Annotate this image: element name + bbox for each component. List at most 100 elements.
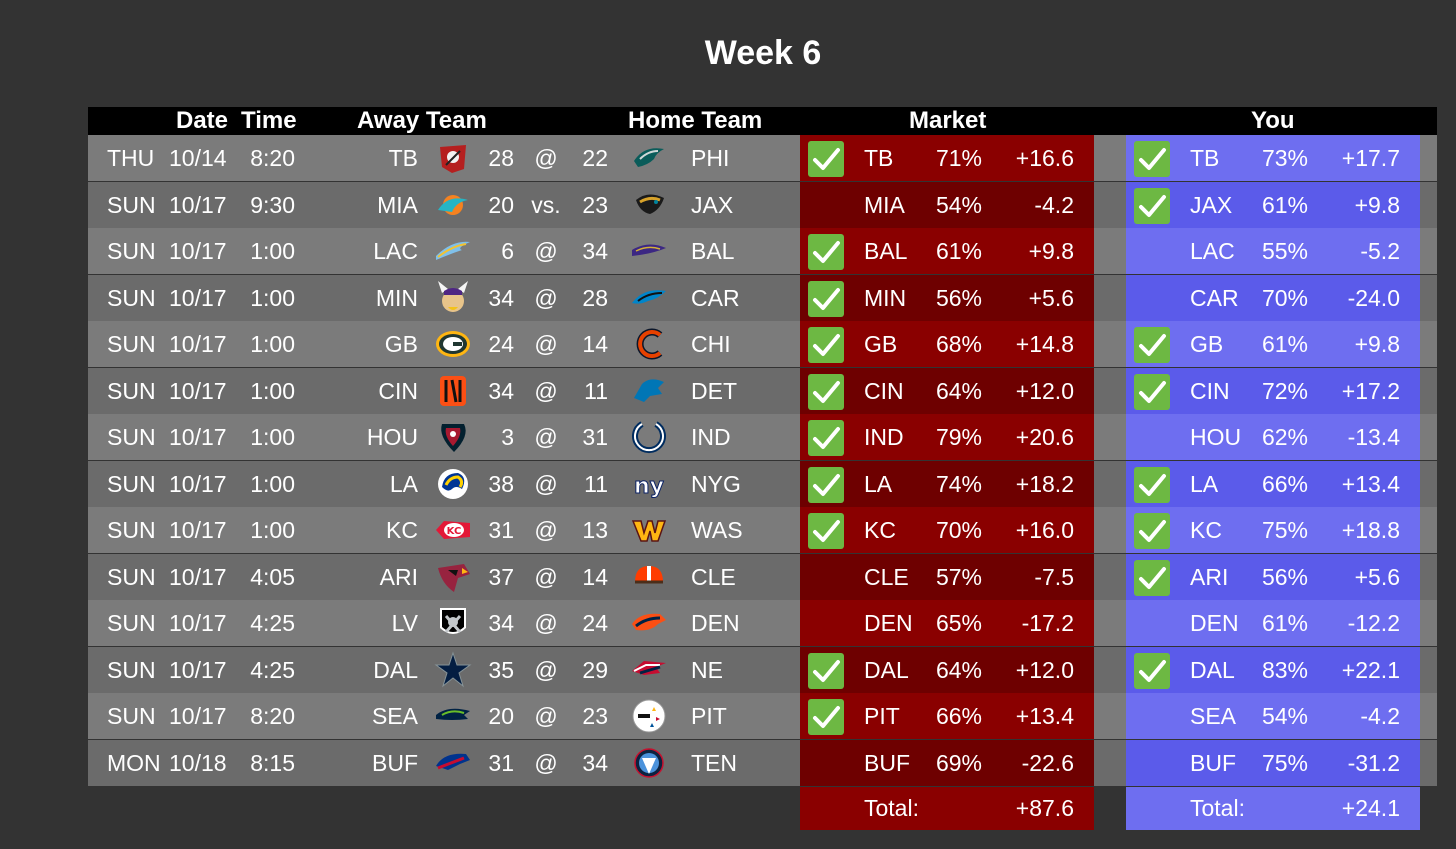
- vikings-icon: [434, 279, 472, 317]
- home-team-abbr: JAX: [691, 192, 734, 218]
- you-pick-team: CIN: [1190, 378, 1230, 404]
- you-pick-cell: TB 73% +17.7: [1126, 135, 1420, 181]
- market-pick-cell: IND 79% +20.6: [800, 414, 1094, 460]
- you-total-value: +24.1: [1341, 795, 1400, 821]
- you-pick-cell: DEN 61% -12.2: [1126, 600, 1420, 646]
- away-score: 31: [488, 750, 514, 776]
- you-pick-value: -31.2: [1347, 750, 1400, 776]
- game-time: 9:30: [250, 192, 295, 218]
- checkmark-icon: [1134, 327, 1170, 363]
- you-pick-cell: JAX 61% +9.8: [1126, 182, 1420, 228]
- home-score: 22: [582, 145, 608, 171]
- market-pick-team: BAL: [864, 238, 908, 264]
- checkmark-icon: [1134, 560, 1170, 596]
- you-pick-cell: HOU 62% -13.4: [1126, 414, 1420, 460]
- away-team-abbr: LV: [391, 610, 418, 636]
- game-time: 1:00: [250, 424, 295, 450]
- home-team-abbr: NE: [691, 657, 723, 683]
- game-date: 10/17: [169, 610, 227, 636]
- home-score: 14: [582, 564, 608, 590]
- market-pick-cell: CLE 57% -7.5: [800, 554, 1094, 600]
- header-you: You: [1251, 107, 1295, 134]
- you-pick-pct: 70%: [1261, 285, 1308, 311]
- game-separator: @: [534, 285, 558, 311]
- home-team-abbr: PHI: [691, 145, 730, 171]
- you-pick-value: -12.2: [1347, 610, 1400, 636]
- you-pick-cell: ARI 56% +5.6: [1126, 554, 1420, 600]
- you-total-row: Total: +24.1: [1126, 787, 1420, 830]
- giants-icon: ny: [630, 465, 668, 503]
- market-pick-cell: DAL 64% +12.0: [800, 647, 1094, 693]
- market-pick-value: -17.2: [1021, 610, 1074, 636]
- you-pick-pct: 66%: [1261, 471, 1308, 497]
- market-total-value: +87.6: [1015, 795, 1074, 821]
- game-date: 10/17: [169, 517, 227, 543]
- you-pick-value: +17.7: [1341, 145, 1400, 171]
- seahawks-icon: [434, 697, 472, 735]
- away-team-abbr: MIA: [377, 192, 418, 218]
- you-pick-pct: 72%: [1261, 378, 1308, 404]
- game-date: 10/17: [169, 564, 227, 590]
- checkmark-icon: [808, 420, 844, 456]
- game-date: 10/17: [169, 238, 227, 264]
- you-pick-cell: BUF 75% -31.2: [1126, 740, 1420, 786]
- home-score: 31: [582, 424, 608, 450]
- home-score: 23: [582, 192, 608, 218]
- market-pick-cell: LA 74% +18.2: [800, 461, 1094, 507]
- you-pick-value: +17.2: [1341, 378, 1400, 404]
- game-day: SUN: [107, 424, 156, 450]
- svg-text:KC: KC: [447, 526, 462, 537]
- checkmark-icon: [1134, 653, 1170, 689]
- you-pick-team: JAX: [1190, 192, 1233, 218]
- you-pick-value: +18.8: [1341, 517, 1400, 543]
- market-pick-pct: 70%: [935, 517, 982, 543]
- game-separator: @: [534, 564, 558, 590]
- game-day: MON: [107, 750, 161, 776]
- market-pick-pct: 74%: [935, 471, 982, 497]
- game-time: 1:00: [250, 331, 295, 357]
- away-team-abbr: CIN: [378, 378, 418, 404]
- header-date: Date: [176, 107, 229, 134]
- market-pick-cell: PIT 66% +13.4: [800, 693, 1094, 739]
- you-pick-pct: 61%: [1261, 610, 1308, 636]
- checkmark-icon: [808, 653, 844, 689]
- market-pick-cell: DEN 65% -17.2: [800, 600, 1094, 646]
- you-pick-value: +9.8: [1354, 192, 1400, 218]
- you-pick-cell: LAC 55% -5.2: [1126, 228, 1420, 274]
- you-pick-value: +22.1: [1341, 657, 1400, 683]
- bills-icon: [434, 744, 472, 782]
- ravens-icon: [630, 232, 668, 270]
- game-time: 1:00: [250, 471, 295, 497]
- you-pick-cell: SEA 54% -4.2: [1126, 693, 1420, 739]
- home-score: 14: [582, 331, 608, 357]
- away-team-abbr: TB: [388, 145, 418, 171]
- away-team-abbr: MIN: [375, 285, 418, 311]
- you-pick-team: BUF: [1190, 750, 1236, 776]
- you-pick-pct: 54%: [1261, 703, 1308, 729]
- game-date: 10/17: [169, 192, 227, 218]
- game-day: SUN: [107, 471, 156, 497]
- game-time: 4:25: [250, 610, 295, 636]
- lions-icon: [630, 372, 668, 410]
- you-pick-cell: CAR 70% -24.0: [1126, 275, 1420, 321]
- home-score: 23: [582, 703, 608, 729]
- you-pick-team: SEA: [1190, 703, 1237, 729]
- home-score: 29: [582, 657, 608, 683]
- home-score: 24: [582, 610, 608, 636]
- away-score: 31: [488, 517, 514, 543]
- you-pick-cell: CIN 72% +17.2: [1126, 368, 1420, 414]
- you-pick-pct: 83%: [1261, 657, 1308, 683]
- eagles-icon: [630, 139, 668, 177]
- home-team-abbr: IND: [691, 424, 731, 450]
- away-score: 34: [488, 285, 514, 311]
- game-date: 10/17: [169, 657, 227, 683]
- game-day: THU: [107, 145, 155, 171]
- game-day: SUN: [107, 285, 156, 311]
- away-team-abbr: LA: [389, 471, 418, 497]
- you-pick-cell: LA 66% +13.4: [1126, 461, 1420, 507]
- home-score: 13: [582, 517, 608, 543]
- game-date: 10/17: [169, 471, 227, 497]
- chargers-icon: [434, 232, 472, 270]
- away-score: 24: [488, 331, 514, 357]
- steelers-icon: [630, 697, 668, 735]
